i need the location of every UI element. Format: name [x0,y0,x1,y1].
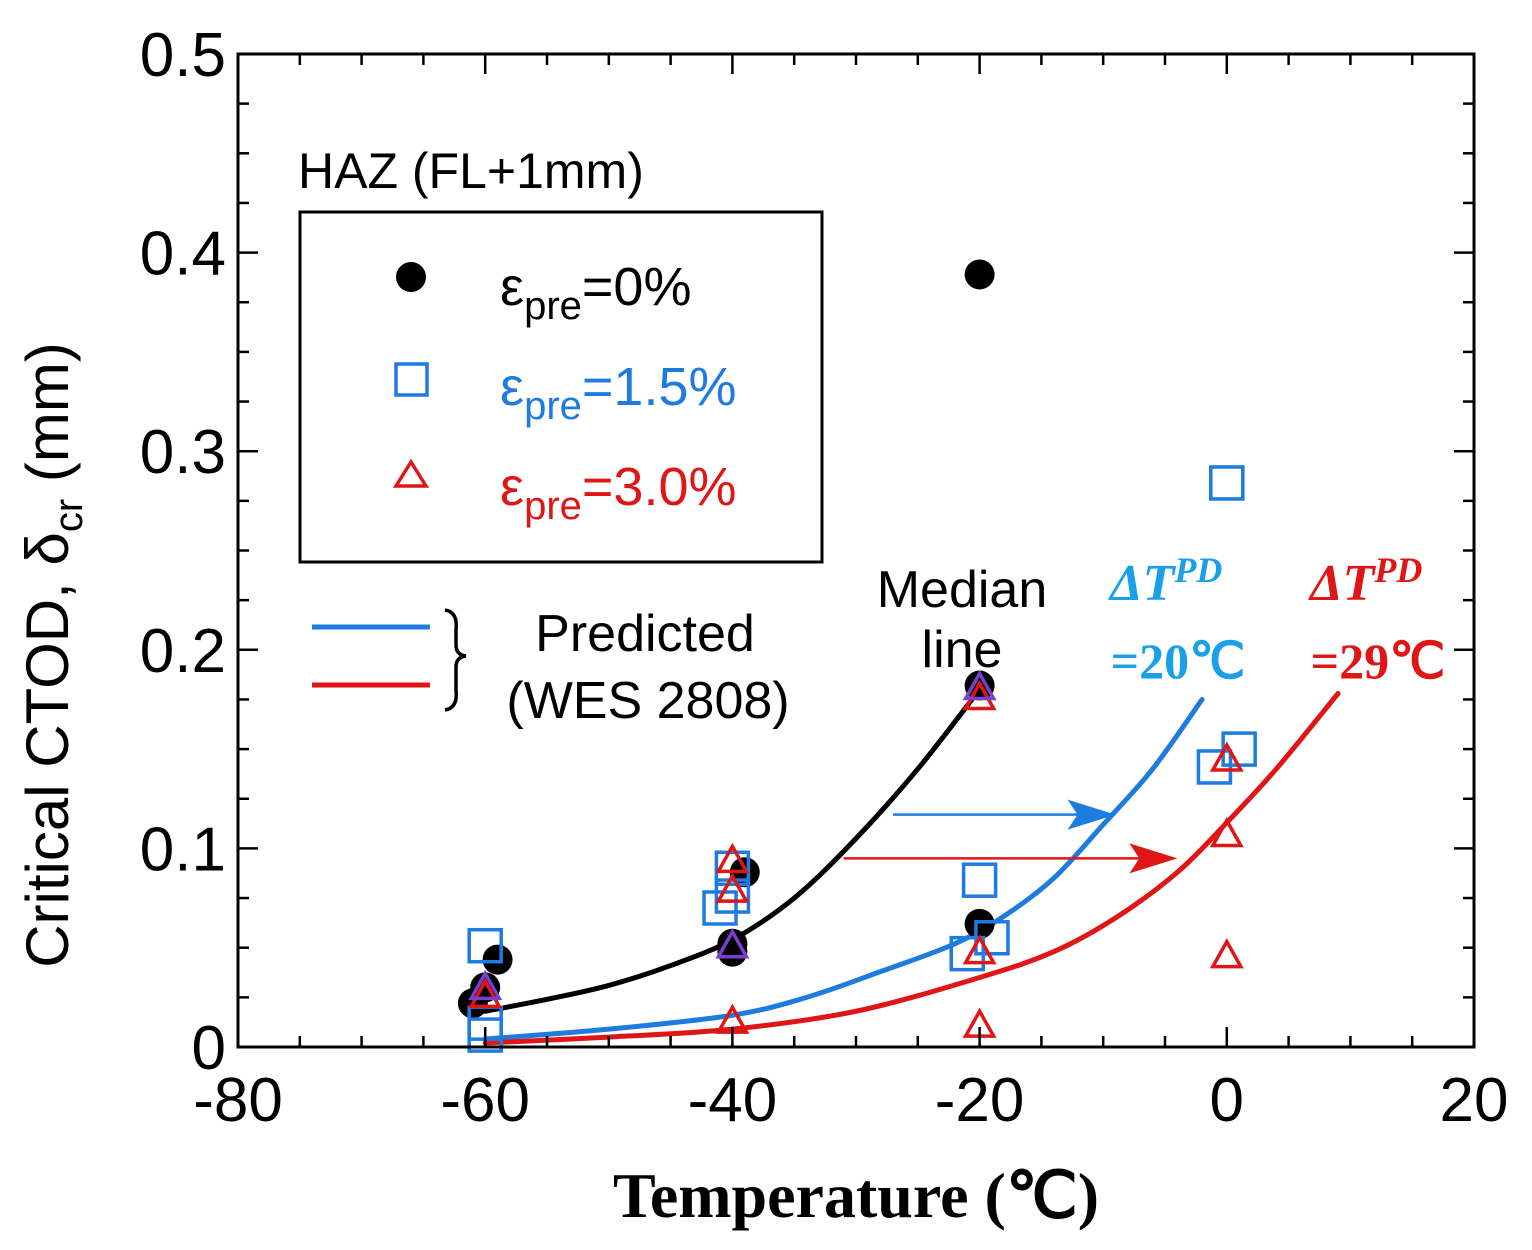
data-point-circle [964,908,995,939]
shift-arrow-head [1129,843,1178,874]
data-point-triangle [962,679,997,711]
ticks-layer: -80 -60 -40 -20 0 20 0 0.1 0.2 0.3 0.4 0.5 [140,21,1509,1135]
predicted-label-2: (WES 2808) [506,672,789,730]
series-line [482,687,983,1014]
lines-layer [482,687,1341,1046]
data-point-triangle [468,977,503,1009]
series-line [482,690,1341,1046]
x-tick-label: -60 [440,1066,530,1135]
legend-marker-triangle [392,458,430,488]
predicted-legend: Predicted (WES 2808) [312,605,790,730]
data-point-triangle [962,934,997,965]
data-point-triangle [468,969,503,1001]
median-label-1: Median [877,561,1048,619]
data-point-triangle [1209,816,1244,848]
data-point-circle [717,928,748,959]
legend-item-1: εpre=1.5% [394,357,737,428]
y-tick-label: 0.3 [140,418,226,487]
legend-marker-square [394,362,429,397]
y-tick-label: 0 [192,1014,226,1083]
x-tick-label: -80 [193,1066,283,1135]
x-tick-label: 0 [1210,1066,1244,1135]
series-line [482,696,1205,1042]
legend-marker-circle [396,262,426,292]
y-tick-label: 0.1 [140,815,226,884]
legend: εpre=0% εpre=1.5% εpre=3.0% [298,210,824,564]
data-point-square [961,862,998,898]
data-point-triangle [715,842,750,874]
y-axis-label: Critical CTOD, δcr (mm) [14,342,91,968]
predicted-label-1: Predicted [535,605,755,663]
data-point-triangle [1209,741,1244,772]
legend-label-0: εpre=0% [500,257,691,328]
data-point-circle [964,259,995,290]
legend-label-2: εpre=3.0% [500,457,737,528]
data-point-square [714,850,751,887]
shift-red-label: ΔTPD [1308,550,1422,612]
data-point-square [974,920,1010,956]
x-axis-label: Temperature (℃) [613,1160,1099,1231]
data-point-square [1209,465,1245,501]
data-point-square [467,927,503,964]
median-label-2: line [922,621,1003,679]
data-point-triangle [715,928,750,959]
data-point-square [1196,749,1233,785]
x-tick-label: 20 [1440,1066,1509,1135]
data-point-square [714,878,751,914]
legend-label-1: εpre=1.5% [500,357,737,428]
shift-blue-label: ΔTPD [1108,550,1222,612]
data-point-triangle [1209,938,1244,969]
curly-brace [444,608,467,712]
legend-frame [298,210,824,564]
data-point-triangle [715,872,750,903]
y-tick-label: 0.4 [140,220,226,289]
shift-arrow-head [1067,799,1116,830]
shift-red-value: =29℃ [1311,633,1446,689]
data-point-circle [482,944,513,975]
markers-layer [457,259,1257,1053]
legend-item-0: εpre=0% [396,257,691,328]
y-tick-label: 0.2 [140,617,226,686]
x-tick-label: -40 [688,1066,778,1135]
legend-item-2: εpre=3.0% [392,457,737,528]
shift-blue-value: =20℃ [1111,633,1246,689]
condition-label: HAZ (FL+1mm) [298,143,644,199]
x-tick-label: -20 [935,1066,1025,1135]
data-point-triangle [962,669,997,701]
data-point-square [702,890,738,926]
y-tick-label: 0.5 [140,21,226,90]
data-point-square [467,1017,503,1053]
